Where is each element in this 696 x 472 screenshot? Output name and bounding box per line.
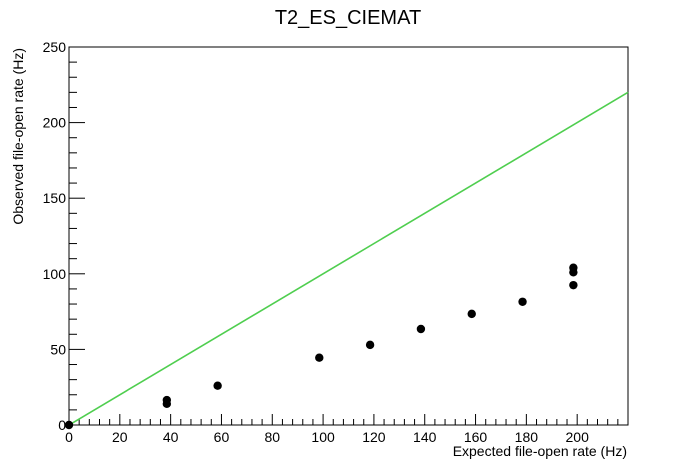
data-point <box>315 353 324 362</box>
chart-title: T2_ES_CIEMAT <box>275 7 421 29</box>
x-tick-label: 0 <box>65 429 73 445</box>
axes: 0 20 40 60 80 100 120 140 160 180 200 0 50 100 150 200 2… <box>43 39 629 445</box>
y-tick-label: 50 <box>50 341 66 357</box>
data-point <box>213 381 222 390</box>
x-tick-label: 120 <box>362 429 386 445</box>
x-tick-label: 80 <box>264 429 280 445</box>
x-axis-label: Expected file-open rate (Hz) <box>453 443 627 459</box>
x-tick-label: 20 <box>112 429 128 445</box>
data-point <box>569 280 578 290</box>
data-point <box>518 297 527 306</box>
y-tick-label: 100 <box>43 266 67 282</box>
y-tick-label: 200 <box>43 115 67 131</box>
reference-line <box>68 91 629 426</box>
data-point <box>162 395 172 405</box>
y-tick-label: 150 <box>43 190 67 206</box>
data-point <box>365 340 375 350</box>
x-tick-label: 40 <box>163 429 179 445</box>
x-tick-label: 100 <box>311 429 335 445</box>
x-tick-label: 160 <box>464 429 488 445</box>
y-tick-label: 0 <box>58 417 66 433</box>
data-point <box>64 420 74 430</box>
x-tick-label: 60 <box>214 429 230 445</box>
data-point <box>569 263 578 272</box>
y-tick-label: 250 <box>43 39 67 55</box>
x-tick-label: 140 <box>413 429 437 445</box>
data-point <box>416 324 426 334</box>
y-axis-label: Observed file-open rate (Hz) <box>10 48 26 225</box>
x-tick-label: 200 <box>566 429 590 445</box>
data-points <box>64 263 578 430</box>
x-tick-label: 180 <box>515 429 539 445</box>
plot-frame <box>68 46 629 426</box>
data-point <box>467 309 476 319</box>
